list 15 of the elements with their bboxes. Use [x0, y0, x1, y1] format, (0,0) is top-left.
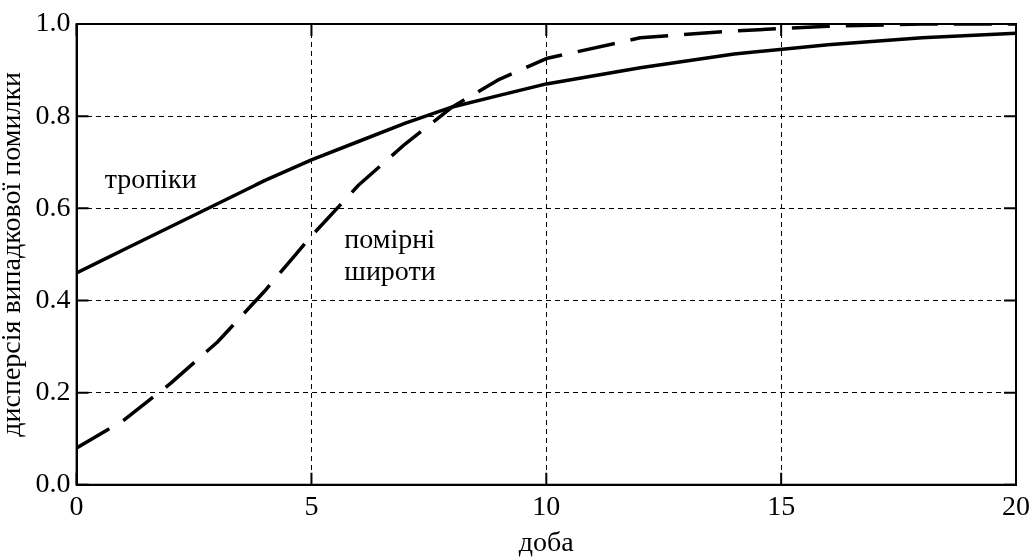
y-tick-label: 1.0 [35, 6, 71, 38]
x-axis-title: доба [518, 525, 575, 557]
y-tick-label: 0.2 [35, 375, 71, 406]
x-tick-label: 5 [304, 489, 319, 521]
y-tick-label: 0.0 [35, 467, 71, 499]
y-axis-title: дисперсія випадкової помилки [0, 72, 27, 437]
y-tick-label: 0.6 [35, 190, 71, 222]
y-tick-label: 0.4 [35, 282, 71, 314]
x-tick-label: 15 [767, 489, 796, 521]
series-label: помірні широти [344, 222, 436, 286]
series-label: тропіки [104, 163, 197, 195]
x-tick-label: 10 [532, 489, 561, 521]
y-tick-label: 0.8 [35, 98, 71, 130]
x-tick-label: 20 [1002, 489, 1030, 521]
x-tick-label: 0 [69, 489, 84, 521]
